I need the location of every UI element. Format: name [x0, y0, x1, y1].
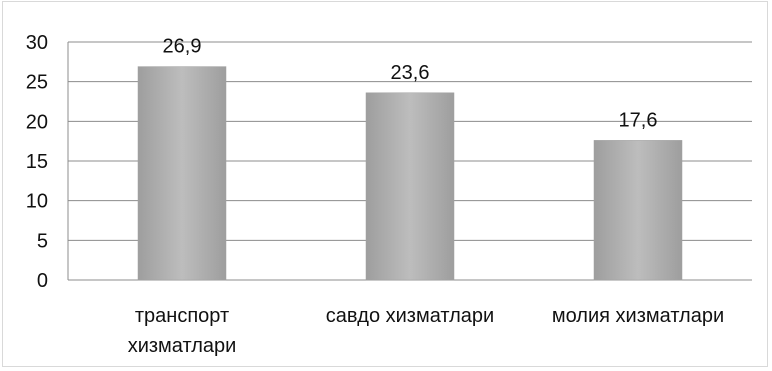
data-label: 26,9 [163, 36, 202, 58]
y-tick-label: 0 [37, 270, 48, 292]
bars [137, 66, 683, 281]
data-label: 23,6 [391, 62, 430, 84]
x-category-label: транспорт [135, 305, 229, 327]
y-tick-label: 30 [26, 32, 48, 54]
y-tick-label: 15 [26, 151, 48, 173]
y-tick-label: 20 [26, 111, 48, 133]
bar [593, 140, 683, 281]
y-tick-label: 25 [26, 72, 48, 94]
bar [137, 66, 227, 281]
x-category-label: савдо хизматлари [326, 305, 494, 327]
y-axis-ticks: 0 5 10 15 20 25 30 [26, 32, 48, 292]
data-labels: 26,9 23,6 17,6 [163, 36, 658, 132]
data-label: 17,6 [619, 109, 658, 131]
y-tick-label: 10 [26, 191, 48, 213]
y-tick-label: 5 [37, 230, 48, 252]
x-category-label: хизматлари [128, 335, 237, 357]
bar [365, 92, 455, 281]
x-category-label: молия хизматлари [552, 305, 724, 327]
x-axis-categories: транспорт хизматлари савдо хизматлари молия… [128, 305, 724, 357]
